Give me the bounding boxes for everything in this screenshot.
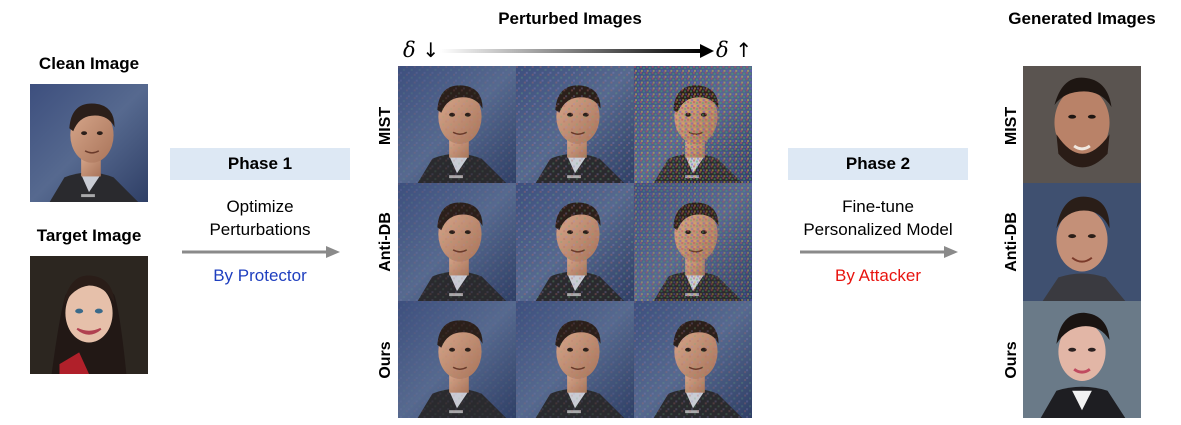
perturbed-antidb-high: [634, 183, 752, 301]
generated-mist: [1023, 66, 1141, 183]
delta-low-symbol: δ: [403, 38, 416, 62]
generated-antidb: [1023, 183, 1141, 301]
phase2-label: Phase 2: [788, 148, 968, 180]
perturbed-mist-high: [634, 66, 752, 183]
perturbed-row-label-mist: MIST: [377, 106, 394, 146]
perturbed-mist-low: [398, 66, 516, 183]
phase1-byline: By Protector: [213, 266, 307, 285]
phase1-arrow: [182, 246, 340, 258]
phase2-arrow: [800, 246, 958, 258]
down-arrow-icon: ↓: [422, 38, 440, 62]
phase1-description-line1: Optimize: [226, 197, 294, 216]
phase1-label: Phase 1: [170, 148, 350, 180]
up-arrow-icon: ↑: [735, 38, 753, 62]
perturbed-row-label-antidb: Anti-DB: [377, 212, 394, 272]
generated-row-label-antidb: Anti-DB: [1003, 212, 1020, 272]
target-image-title: Target Image: [36, 226, 142, 245]
perturbed-grid: [398, 66, 752, 418]
perturbed-antidb-mid: [516, 183, 634, 301]
delta-gradient-arrow: [440, 44, 714, 58]
perturbed-ours-mid: [516, 301, 634, 418]
perturbed-ours-low: [398, 301, 516, 418]
perturbed-antidb-low: [398, 183, 516, 301]
generated-row-label-mist: MIST: [1003, 106, 1020, 146]
perturbed-row-label-ours: Ours: [377, 341, 394, 379]
generated-images-title: Generated Images: [1008, 9, 1156, 28]
generated-row-label-ours: Ours: [1003, 341, 1020, 379]
target-image: [30, 256, 148, 374]
phase1-description-line2: Perturbations: [209, 220, 311, 239]
perturbed-images-title: Perturbed Images: [498, 9, 642, 28]
phase2-description-line1: Fine-tune: [842, 197, 914, 216]
delta-low-label: δ ↓: [403, 38, 439, 62]
perturbed-mist-mid: [516, 66, 634, 183]
perturbed-ours-high: [634, 301, 752, 418]
delta-high-label: δ ↑: [716, 38, 752, 62]
generated-ours: [1023, 301, 1141, 418]
delta-high-symbol: δ: [716, 38, 729, 62]
clean-image: [30, 84, 148, 202]
clean-image-title: Clean Image: [38, 54, 140, 73]
phase2-description-line2: Personalized Model: [803, 220, 953, 239]
phase2-byline: By Attacker: [835, 266, 921, 285]
